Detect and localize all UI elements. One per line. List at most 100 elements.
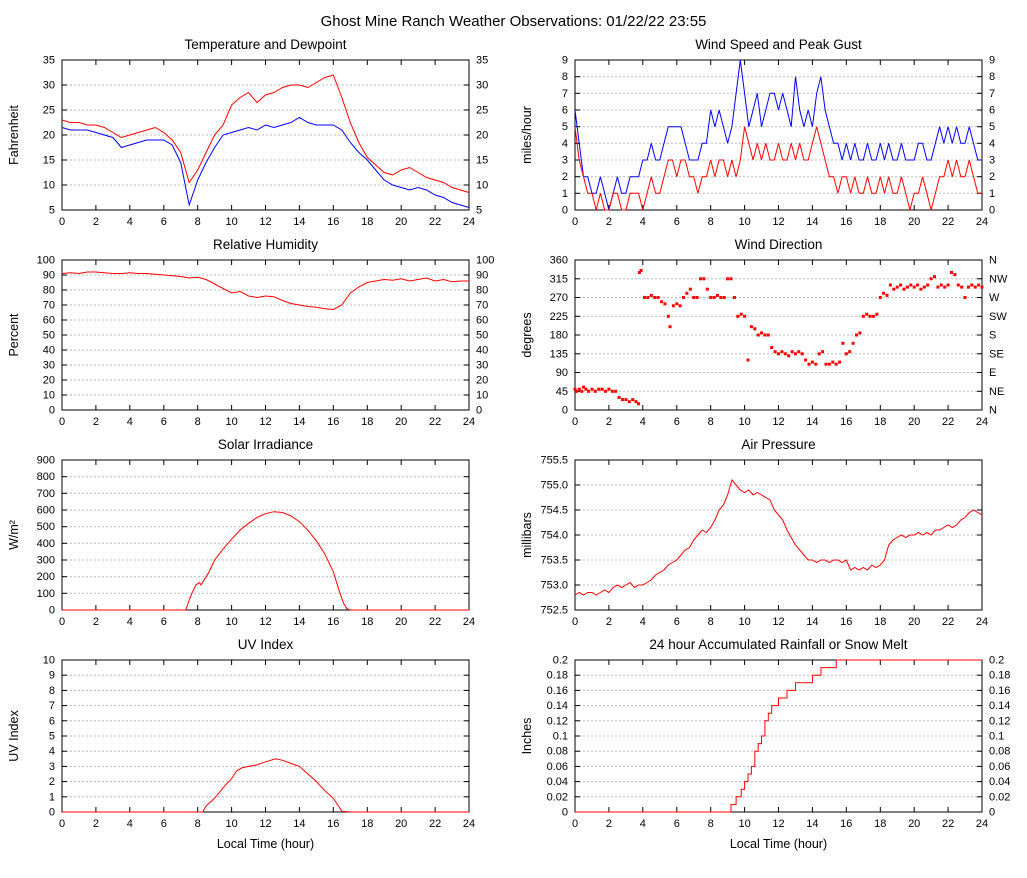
y-right-tick-label: NE [989, 386, 1004, 398]
y-right-tick-label: E [989, 367, 996, 379]
x-tick-label: 8 [708, 616, 714, 628]
chart-title: Air Pressure [741, 437, 815, 452]
y-tick-label: 755.0 [540, 480, 568, 492]
y-tick-label: 752.5 [540, 605, 568, 617]
y-tick-label: 10 [43, 655, 55, 667]
series-temperature [61, 74, 470, 193]
x-tick-label: 22 [429, 416, 441, 428]
y-right-tick-label: 10 [476, 390, 488, 402]
y-axis-label: Percent [7, 313, 21, 357]
x-tick-label: 12 [259, 416, 271, 428]
y-axis-label: degrees [520, 312, 534, 357]
y-tick-label: 5 [49, 205, 55, 217]
y-right-tick-label: 10 [476, 180, 488, 192]
x-tick-label: 22 [942, 216, 954, 228]
x-tick-label: 2 [93, 216, 99, 228]
y-tick-label: 225 [550, 311, 568, 323]
x-tick-label: 6 [674, 416, 680, 428]
x-tick-label: 8 [708, 818, 714, 830]
y-right-tick-label: N [989, 255, 997, 267]
y-right-tick-label: 0.1 [989, 731, 1004, 743]
x-tick-label: 14 [293, 416, 305, 428]
y-tick-label: 0.2 [553, 655, 568, 667]
y-tick-label: 20 [43, 375, 55, 387]
y-right-tick-label: 0.08 [989, 746, 1010, 758]
y-axis-label: UV Index [7, 710, 21, 762]
x-tick-label: 0 [572, 216, 578, 228]
chart-title: UV Index [238, 637, 294, 652]
chart-wind-direction: 0 2 4 6 8 10 12 14 16 18 20 22 24 0 N 45 NE 90 E 135 SE 180 S 2… [517, 234, 1022, 434]
y-tick-label: 90 [43, 270, 55, 282]
y-tick-label: 4 [562, 138, 568, 150]
x-tick-label: 18 [874, 416, 886, 428]
x-tick-label: 24 [976, 216, 988, 228]
x-tick-label: 24 [976, 416, 988, 428]
y-tick-label: 0.1 [553, 731, 568, 743]
x-tick-label: 0 [59, 818, 65, 830]
y-tick-label: 4 [49, 746, 55, 758]
x-tick-label: 12 [772, 216, 784, 228]
y-axis-label: millibars [520, 512, 534, 558]
y-right-tick-label: 0.04 [989, 776, 1010, 788]
y-tick-label: 200 [37, 571, 55, 583]
y-right-tick-label: 30 [476, 80, 488, 92]
series-humidity [61, 271, 469, 311]
y-tick-label: 753.5 [540, 555, 568, 567]
x-tick-label: 20 [908, 416, 920, 428]
y-right-tick-label: 1 [989, 188, 995, 200]
x-tick-label: 22 [429, 616, 441, 628]
y-tick-label: 25 [43, 105, 55, 117]
x-tick-label: 8 [195, 818, 201, 830]
y-tick-label: 10 [43, 390, 55, 402]
x-tick-label: 6 [674, 818, 680, 830]
y-tick-label: 6 [562, 105, 568, 117]
x-tick-label: 4 [127, 818, 133, 830]
x-tick-label: 4 [127, 416, 133, 428]
rainfall-plot: 0 2 4 6 8 10 12 14 16 18 20 22 240 00.02 0.020.04 0.040… [520, 637, 1010, 851]
y-tick-label: 300 [37, 555, 55, 567]
x-tick-label: 18 [874, 216, 886, 228]
y-tick-label: 0.16 [547, 685, 568, 697]
x-tick-label: 2 [606, 818, 612, 830]
x-tick-label: 12 [259, 216, 271, 228]
x-tick-label: 10 [738, 416, 750, 428]
y-tick-label: 135 [550, 348, 568, 360]
series-rainfall [575, 659, 982, 813]
y-right-tick-label: S [989, 330, 996, 342]
x-tick-label: 16 [327, 818, 339, 830]
x-tick-label: 12 [259, 616, 271, 628]
y-right-tick-label: 70 [476, 300, 488, 312]
y-right-tick-label: 0.06 [989, 761, 1010, 773]
x-tick-label: 14 [806, 616, 818, 628]
y-right-tick-label: 50 [476, 330, 488, 342]
x-tick-label: 2 [93, 818, 99, 830]
y-right-tick-label: SE [989, 348, 1004, 360]
x-tick-label: 10 [225, 818, 237, 830]
x-tick-label: 20 [395, 216, 407, 228]
y-tick-label: 315 [550, 273, 568, 285]
wind-speed-gust-plot: 0 2 4 6 8 10 12 14 16 18 20 22 240 01 12 23 34 45 56 67 78 89… [520, 37, 995, 228]
y-right-tick-label: 25 [476, 105, 488, 117]
x-tick-label: 10 [225, 216, 237, 228]
x-tick-label: 18 [361, 416, 373, 428]
y-tick-label: 35 [43, 55, 55, 67]
x-tick-label: 4 [127, 616, 133, 628]
x-tick-label: 0 [572, 616, 578, 628]
y-tick-label: 180 [550, 330, 568, 342]
series-uv [62, 758, 469, 813]
x-axis-label: Local Time (hour) [217, 837, 314, 851]
y-tick-label: 0 [562, 405, 568, 417]
y-right-tick-label: 0 [989, 205, 995, 217]
x-tick-label: 16 [840, 616, 852, 628]
y-right-tick-label: 35 [476, 55, 488, 67]
x-tick-label: 4 [640, 216, 646, 228]
x-tick-label: 14 [806, 818, 818, 830]
y-tick-label: 10 [43, 180, 55, 192]
chart-title: Wind Direction [735, 237, 823, 252]
chart-title: Solar Irradiance [218, 437, 313, 452]
chart-wind-speed-gust: 0 2 4 6 8 10 12 14 16 18 20 22 24 0 0 1 1 2 2 3 3 4 4 5 5 6 6 7 7 8 8 9… [517, 34, 1022, 234]
x-tick-label: 6 [674, 616, 680, 628]
y-tick-label: 1 [49, 791, 55, 803]
y-tick-label: 20 [43, 130, 55, 142]
y-right-tick-label: 0.14 [989, 700, 1010, 712]
